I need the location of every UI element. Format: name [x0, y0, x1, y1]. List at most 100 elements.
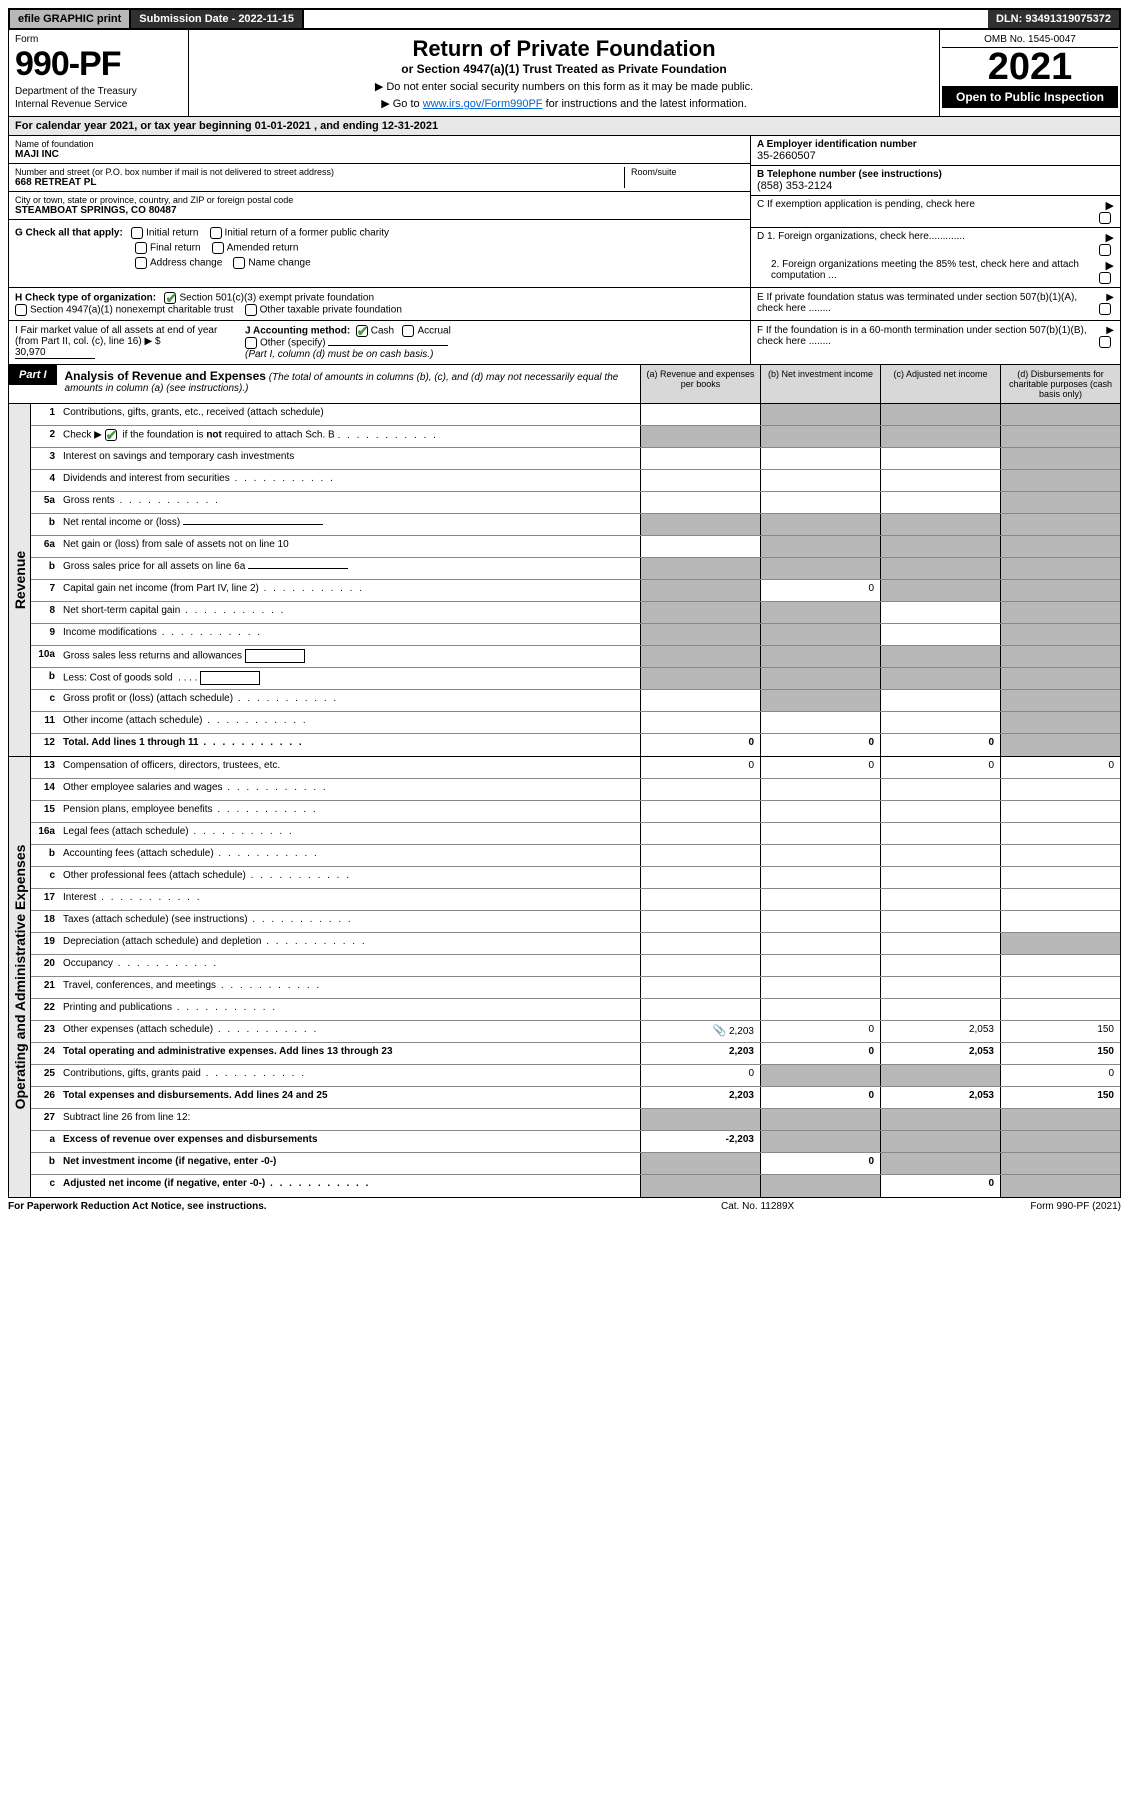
attachment-icon[interactable]: 📎: [712, 1025, 726, 1037]
desc: Net rental income or (loss): [59, 514, 640, 535]
col-a: 📎 2,203: [640, 1021, 760, 1042]
col-b: [760, 536, 880, 557]
chk-initial-former[interactable]: [210, 227, 222, 239]
col-b: [760, 1131, 880, 1152]
chk-accrual[interactable]: [402, 325, 414, 337]
g-address: Address change: [150, 258, 222, 269]
part1-tab: Part I: [9, 365, 57, 385]
section-c: C If exemption application is pending, c…: [751, 196, 1120, 228]
col-d: 150: [1000, 1087, 1120, 1108]
j-cash: Cash: [371, 326, 394, 337]
col-b: [760, 668, 880, 689]
c-text: C If exemption application is pending, c…: [757, 199, 1096, 224]
chk-c[interactable]: [1099, 212, 1111, 224]
col-c: [880, 426, 1000, 447]
chk-sch-b[interactable]: [105, 429, 117, 441]
col-c: [880, 668, 1000, 689]
ln: 17: [31, 889, 59, 910]
chk-address-change[interactable]: [135, 257, 147, 269]
chk-d2[interactable]: [1099, 272, 1111, 284]
col-b: [760, 470, 880, 491]
ln: 27: [31, 1109, 59, 1130]
col-d: [1000, 580, 1120, 601]
ln: 5a: [31, 492, 59, 513]
ln: 20: [31, 955, 59, 976]
col-a: [640, 779, 760, 800]
col-d: [1000, 470, 1120, 491]
desc: Net gain or (loss) from sale of assets n…: [59, 536, 640, 557]
chk-501c3[interactable]: [164, 292, 176, 304]
desc: Capital gain net income (from Part IV, l…: [59, 580, 640, 601]
desc: Check ▶ if the foundation is not require…: [59, 426, 640, 447]
chk-e[interactable]: [1099, 303, 1111, 315]
ln: c: [31, 867, 59, 888]
col-b: [760, 712, 880, 733]
col-c: [880, 646, 1000, 667]
line-8: 8 Net short-term capital gain: [31, 602, 1120, 624]
desc: Dividends and interest from securities: [59, 470, 640, 491]
desc: Excess of revenue over expenses and disb…: [59, 1131, 640, 1152]
col-d: [1000, 1175, 1120, 1197]
col-c: [880, 845, 1000, 866]
section-h-e: H Check type of organization: Section 50…: [8, 288, 1121, 321]
g-label: G Check all that apply:: [15, 228, 123, 239]
chk-initial-return[interactable]: [131, 227, 143, 239]
col-b: 0: [760, 1087, 880, 1108]
info-right: A Employer identification number 35-2660…: [750, 136, 1120, 287]
desc: Income modifications: [59, 624, 640, 645]
desc: Net short-term capital gain: [59, 602, 640, 623]
col-c: [880, 624, 1000, 645]
chk-4947[interactable]: [15, 304, 27, 316]
col-a: [640, 536, 760, 557]
col-a: [640, 668, 760, 689]
chk-name-change[interactable]: [233, 257, 245, 269]
chk-d1[interactable]: [1099, 244, 1111, 256]
col-a: [640, 602, 760, 623]
desc: Other professional fees (attach schedule…: [59, 867, 640, 888]
col-d: [1000, 734, 1120, 756]
ln: 6a: [31, 536, 59, 557]
section-j: J Accounting method: Cash Accrual Other …: [235, 325, 744, 360]
col-d: [1000, 646, 1120, 667]
col-a: 0: [640, 757, 760, 778]
ln: b: [31, 668, 59, 689]
desc: Pension plans, employee benefits: [59, 801, 640, 822]
e-text: E If private foundation status was termi…: [757, 292, 1096, 316]
col-c: 2,053: [880, 1087, 1000, 1108]
irs-link[interactable]: www.irs.gov/Form990PF: [423, 98, 543, 110]
chk-amended[interactable]: [212, 242, 224, 254]
col-a: 0: [640, 1065, 760, 1086]
chk-other-method[interactable]: [245, 337, 257, 349]
chk-f[interactable]: [1099, 336, 1111, 348]
col-d: [1000, 933, 1120, 954]
col-c: [880, 404, 1000, 425]
top-spacer: [304, 10, 988, 28]
desc: Depreciation (attach schedule) and deple…: [59, 933, 640, 954]
line-15: 15 Pension plans, employee benefits: [31, 801, 1120, 823]
chk-final-return[interactable]: [135, 242, 147, 254]
l6b-field: [248, 568, 348, 569]
entity-info: Name of foundation MAJI INC Number and s…: [8, 136, 1121, 288]
chk-cash[interactable]: [356, 325, 368, 337]
revenue-rows: 1 Contributions, gifts, grants, etc., re…: [31, 404, 1120, 756]
col-c: [880, 448, 1000, 469]
chk-other-taxable[interactable]: [245, 304, 257, 316]
j-other: Other (specify): [260, 338, 326, 349]
city-state-zip: STEAMBOAT SPRINGS, CO 80487: [15, 205, 744, 216]
efile-label: efile GRAPHIC print: [10, 10, 131, 28]
line-27a: a Excess of revenue over expenses and di…: [31, 1131, 1120, 1153]
note-link-post: for instructions and the latest informat…: [543, 98, 747, 110]
col-b: [760, 492, 880, 513]
col-b: [760, 646, 880, 667]
dept-irs: Internal Revenue Service: [15, 99, 182, 110]
line-17: 17 Interest: [31, 889, 1120, 911]
header-left: Form 990-PF Department of the Treasury I…: [9, 30, 189, 116]
d2-text: 2. Foreign organizations meeting the 85%…: [757, 259, 1096, 284]
line-27c: c Adjusted net income (if negative, ente…: [31, 1175, 1120, 1197]
col-b: [760, 867, 880, 888]
col-d: [1000, 1131, 1120, 1152]
col-b: [760, 624, 880, 645]
col-c: [880, 889, 1000, 910]
d1-text: D 1. Foreign organizations, check here..…: [757, 231, 1096, 256]
l10b-box: [200, 671, 260, 685]
